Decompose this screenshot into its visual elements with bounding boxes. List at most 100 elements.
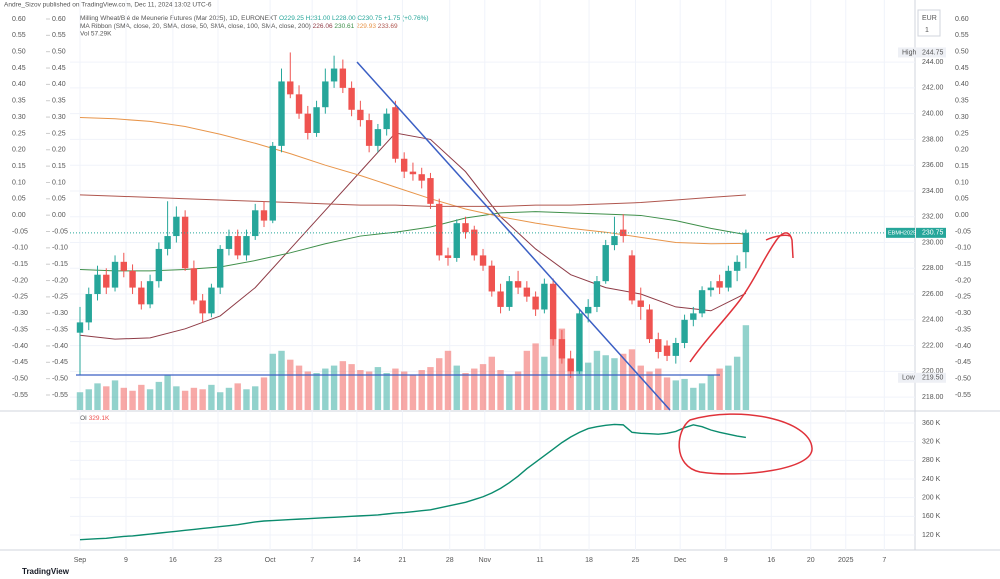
y2-tick-label: 0.30	[955, 114, 969, 121]
y2-tick-label: 0.15	[955, 163, 969, 170]
candle-body	[497, 291, 504, 307]
volume-bar	[164, 374, 171, 410]
candle-body	[365, 120, 373, 146]
volume-bar	[129, 390, 136, 410]
candle-body	[348, 87, 355, 110]
y2-tick-label: -0.10	[52, 245, 68, 252]
y2-tick-label: 0.10	[955, 179, 969, 186]
candle-body	[488, 265, 495, 292]
candle-body	[733, 261, 741, 271]
volume-bar	[593, 350, 601, 410]
y2-tick-label: -0.30	[955, 310, 971, 317]
y-tick-label: 242.00	[922, 85, 944, 92]
x-tick-label: 21	[399, 557, 407, 564]
y2-tick-label: 0.55	[52, 32, 66, 39]
candle-body	[549, 283, 557, 340]
volume-bar	[541, 356, 548, 410]
y2-tick-label: 0.60	[12, 16, 26, 23]
volume-bar	[173, 386, 180, 410]
volume-bar	[409, 374, 417, 410]
currency[interactable]: EUR	[922, 15, 937, 22]
y2-tick-label: 0.30	[52, 114, 66, 121]
volume-bar	[742, 325, 750, 410]
candle-body	[427, 178, 434, 204]
y2-tick-label: -0.25	[955, 294, 971, 301]
y2-tick-label: 0.20	[955, 147, 969, 154]
candle-body	[269, 145, 276, 221]
y-tick-label: 218.00	[922, 394, 944, 401]
x-tick-label: Sep	[74, 557, 87, 564]
y2-tick-label: -0.05	[955, 228, 971, 235]
candle-body	[383, 113, 390, 130]
candle-body	[716, 281, 723, 288]
y2-tick-label: -0.15	[955, 261, 971, 268]
volume-bar	[436, 358, 443, 410]
oi-line	[79, 423, 747, 541]
y2-tick-label: 0.30	[12, 114, 26, 121]
y2-tick-label: -0.05	[12, 228, 28, 235]
volume-bar	[374, 367, 382, 410]
candle-body	[374, 129, 382, 146]
volume-bar	[392, 368, 399, 410]
y-tick-label: 280 K	[922, 457, 941, 464]
volume-bar	[681, 378, 688, 410]
y2-tick-label: 0.55	[12, 32, 26, 39]
candle-body	[76, 322, 84, 333]
volume-bar	[506, 374, 513, 410]
legend-indicator: MA Ribbon (SMA, close, 20, SMA, close, 5…	[80, 23, 398, 30]
volume-bar	[655, 368, 662, 410]
y-tick-label: 234.00	[922, 188, 944, 195]
y2-tick-label: -0.45	[955, 359, 971, 366]
volume-bar	[190, 387, 198, 410]
y2-tick-label: -0.15	[12, 261, 28, 268]
y2-tick-label: 0.05	[52, 196, 66, 203]
y2-tick-label: -0.40	[52, 343, 68, 350]
x-tick-label: 11	[536, 557, 543, 564]
y2-tick-label: 0.15	[12, 163, 26, 170]
y-tick-label: 320 K	[922, 439, 941, 446]
y2-tick-label: 0.40	[52, 81, 66, 88]
y2-tick-label: 0.50	[52, 49, 66, 56]
y-tick-label: 240 K	[922, 476, 941, 483]
candle-body	[295, 94, 303, 114]
candle-body	[339, 68, 347, 88]
y-tick-label: 200 K	[922, 495, 941, 502]
volume-bar	[725, 365, 732, 410]
volume-bar	[690, 387, 697, 410]
candle-body	[330, 68, 338, 82]
volume-bar	[339, 361, 347, 410]
x-tick-label: 7	[882, 557, 886, 564]
volume-bar	[357, 370, 364, 410]
legend-entry: 229.93	[356, 23, 376, 30]
volume-bar	[365, 371, 373, 410]
candle-body	[453, 223, 460, 258]
y2-tick-label: -0.20	[52, 277, 68, 284]
y2-tick-label: -0.35	[955, 326, 971, 333]
volume-bar	[225, 387, 233, 410]
currency-sub[interactable]: 1	[925, 27, 929, 34]
candle-body	[471, 229, 478, 256]
candle-body	[514, 281, 522, 288]
volume-bar	[620, 353, 627, 410]
y-tick-label: 222.00	[922, 342, 944, 349]
volume-bar	[348, 364, 355, 410]
candle-body	[646, 309, 653, 340]
candle-body	[637, 300, 644, 307]
legend-entry: 233.69	[378, 23, 398, 30]
volume-bar	[663, 377, 671, 410]
currency-box[interactable]	[917, 9, 941, 37]
last-price-label: 230.75	[922, 230, 944, 237]
y2-tick-label: -0.15	[52, 261, 68, 268]
volume-bar	[523, 350, 531, 410]
candle-body	[436, 203, 443, 256]
volume-bar	[471, 368, 478, 410]
candle-body	[707, 287, 715, 291]
volume-bar	[260, 377, 268, 410]
candle-body	[164, 236, 171, 249]
y2-tick-label: -0.20	[12, 277, 28, 284]
volume-bar	[155, 381, 163, 410]
y2-tick-label: -0.35	[12, 326, 28, 333]
volume-bar	[383, 373, 390, 410]
candle-body	[532, 296, 539, 310]
candle-body	[628, 255, 636, 301]
